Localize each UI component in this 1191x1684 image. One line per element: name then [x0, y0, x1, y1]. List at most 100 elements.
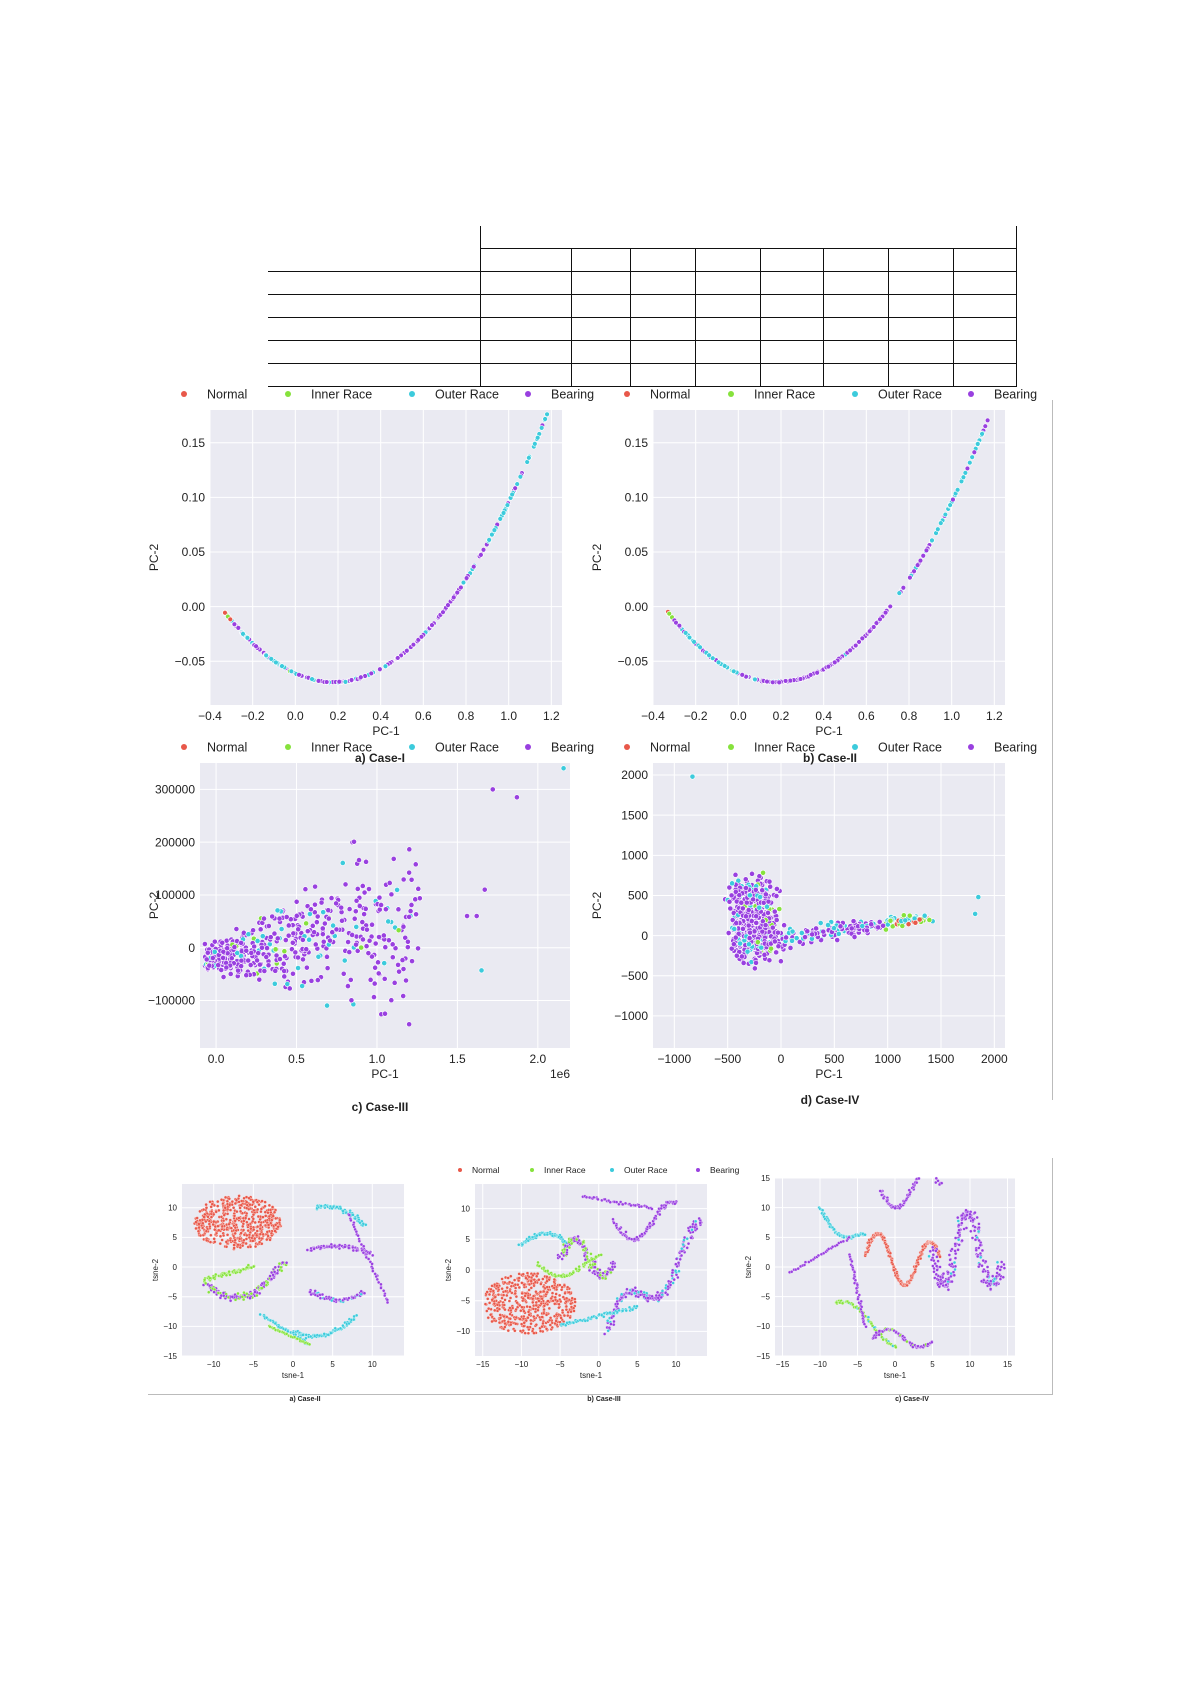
data-point	[583, 1258, 588, 1262]
data-point	[268, 1238, 272, 1242]
x-tick-label: 0.8	[901, 709, 918, 723]
data-point	[487, 1301, 492, 1305]
table-cell	[268, 317, 481, 341]
data-point	[803, 1260, 808, 1264]
data-point	[697, 644, 703, 650]
x-tick-label: −15	[476, 1360, 490, 1369]
data-point	[887, 917, 894, 924]
data-point	[876, 918, 883, 925]
data-point	[236, 1243, 240, 1247]
data-point	[545, 1290, 549, 1294]
data-point	[731, 926, 738, 932]
data-point	[224, 1245, 229, 1249]
data-point	[337, 1243, 342, 1247]
x-tick-label: 0.5	[288, 1052, 305, 1066]
data-point	[544, 411, 550, 417]
data-point	[303, 920, 310, 927]
data-point	[592, 1195, 596, 1200]
y-tick-label: 0.00	[625, 600, 649, 614]
data-point	[201, 1221, 205, 1225]
data-point	[883, 926, 889, 933]
data-point	[629, 1203, 633, 1208]
x-axis-label: tsne-1	[884, 1371, 907, 1380]
data-point	[239, 1231, 243, 1235]
data-point	[505, 1315, 509, 1319]
data-point	[255, 950, 262, 957]
pca-case-i-chart: Normal Inner Race Outer Race Bearing−0.4 −0.…	[147, 387, 594, 738]
data-point	[744, 948, 751, 955]
data-point	[544, 1327, 549, 1331]
data-point	[212, 1220, 216, 1224]
data-point	[302, 886, 309, 893]
data-point	[321, 920, 328, 927]
data-point	[255, 1200, 260, 1204]
data-point	[639, 1289, 643, 1294]
data-point	[796, 1267, 800, 1271]
data-point	[969, 454, 975, 460]
data-point	[351, 838, 357, 845]
data-point	[224, 1240, 229, 1244]
data-point	[673, 1269, 678, 1273]
x-tick-label: 5	[330, 1360, 335, 1369]
data-point	[541, 1321, 545, 1326]
data-point	[673, 619, 679, 626]
data-point	[395, 655, 401, 661]
data-point	[396, 968, 402, 975]
data-point	[380, 932, 387, 939]
x-tick-label: −1000	[657, 1052, 691, 1066]
data-point	[225, 1233, 230, 1237]
data-point	[538, 1329, 543, 1333]
legend-marker	[181, 391, 187, 397]
data-point	[254, 957, 260, 964]
data-point	[617, 1202, 621, 1206]
data-point	[562, 1283, 567, 1287]
data-point	[659, 1206, 663, 1211]
data-point	[405, 938, 411, 945]
table-cell	[888, 294, 954, 318]
data-point	[564, 1296, 569, 1300]
table-cell	[268, 226, 481, 249]
data-point	[540, 1325, 544, 1329]
data-point	[239, 1203, 243, 1207]
data-point	[905, 921, 912, 928]
data-point	[726, 898, 733, 905]
data-point	[557, 1306, 561, 1310]
data-point	[203, 956, 210, 963]
data-point	[406, 1021, 413, 1028]
data-point	[220, 1224, 224, 1228]
data-point	[489, 1287, 493, 1292]
table-row	[268, 317, 1017, 341]
data-point	[773, 917, 780, 923]
data-point	[914, 562, 921, 568]
data-point	[248, 950, 255, 956]
data-point	[681, 1243, 685, 1247]
data-point	[916, 916, 923, 923]
x-tick-label: 0.2	[773, 709, 790, 723]
data-point	[753, 920, 760, 926]
data-point	[545, 1269, 550, 1273]
data-point	[326, 1333, 330, 1337]
data-point	[871, 624, 877, 630]
y-tick-label: 0	[466, 1266, 471, 1275]
data-point	[745, 922, 752, 929]
data-point	[864, 927, 870, 934]
data-point	[220, 974, 227, 980]
legend-label: Bearing	[551, 740, 594, 754]
data-point	[208, 1276, 212, 1280]
data-point	[333, 926, 340, 933]
data-point	[238, 1206, 242, 1210]
table-cell	[760, 271, 824, 295]
legend-marker	[409, 744, 415, 750]
data-point	[740, 960, 747, 966]
data-point	[501, 1293, 506, 1297]
table-cell	[571, 248, 631, 272]
x-tick-label: 10	[368, 1360, 377, 1369]
y-axis-label: tsne-2	[444, 1258, 453, 1281]
data-point	[581, 1240, 585, 1244]
data-point	[553, 1274, 558, 1279]
table-header-top	[268, 226, 1017, 249]
data-point	[352, 1317, 356, 1322]
table-cell	[953, 363, 1017, 387]
data-point	[867, 1243, 872, 1248]
data-point	[315, 953, 322, 960]
